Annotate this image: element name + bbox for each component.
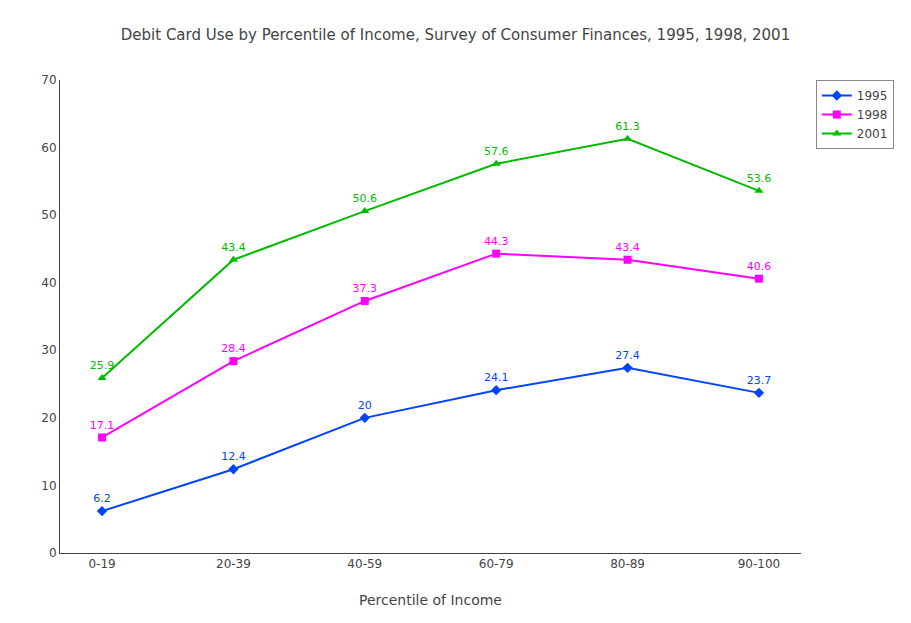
svg-text:57.6: 57.6 bbox=[484, 145, 509, 158]
svg-text:1995: 1995 bbox=[857, 89, 888, 103]
svg-text:20: 20 bbox=[41, 411, 56, 425]
svg-text:20-39: 20-39 bbox=[216, 557, 251, 571]
svg-text:40: 40 bbox=[41, 276, 56, 290]
svg-text:40-59: 40-59 bbox=[347, 557, 382, 571]
svg-text:17.1: 17.1 bbox=[90, 419, 115, 432]
svg-text:37.3: 37.3 bbox=[353, 282, 378, 295]
svg-text:50: 50 bbox=[41, 208, 56, 222]
svg-text:1998: 1998 bbox=[857, 108, 888, 122]
svg-text:10: 10 bbox=[41, 479, 56, 493]
svg-text:2001: 2001 bbox=[857, 127, 888, 141]
svg-text:30: 30 bbox=[41, 343, 56, 357]
svg-text:40.6: 40.6 bbox=[747, 260, 772, 273]
svg-text:25.9: 25.9 bbox=[90, 359, 115, 372]
svg-text:90-100: 90-100 bbox=[738, 557, 781, 571]
svg-text:70: 70 bbox=[41, 73, 56, 87]
svg-text:60: 60 bbox=[41, 141, 56, 155]
svg-text:28.4: 28.4 bbox=[221, 342, 246, 355]
svg-text:Debit Card Use by Percentile o: Debit Card Use by Percentile of Income, … bbox=[121, 26, 790, 44]
svg-text:0-19: 0-19 bbox=[88, 557, 115, 571]
svg-text:12.4: 12.4 bbox=[221, 450, 246, 463]
svg-text:80-89: 80-89 bbox=[610, 557, 645, 571]
svg-text:60-79: 60-79 bbox=[479, 557, 514, 571]
svg-text:43.4: 43.4 bbox=[221, 241, 246, 254]
svg-text:Percentile of Income: Percentile of Income bbox=[359, 592, 502, 608]
svg-text:50.6: 50.6 bbox=[353, 192, 378, 205]
svg-text:43.4: 43.4 bbox=[615, 241, 640, 254]
svg-text:23.7: 23.7 bbox=[747, 374, 772, 387]
svg-text:20: 20 bbox=[358, 399, 372, 412]
svg-text:6.2: 6.2 bbox=[93, 492, 111, 505]
svg-text:27.4: 27.4 bbox=[615, 349, 640, 362]
svg-text:0: 0 bbox=[49, 546, 57, 560]
svg-text:61.3: 61.3 bbox=[615, 120, 640, 133]
svg-text:24.1: 24.1 bbox=[484, 371, 509, 384]
svg-text:53.6: 53.6 bbox=[747, 172, 772, 185]
svg-text:44.3: 44.3 bbox=[484, 235, 509, 248]
